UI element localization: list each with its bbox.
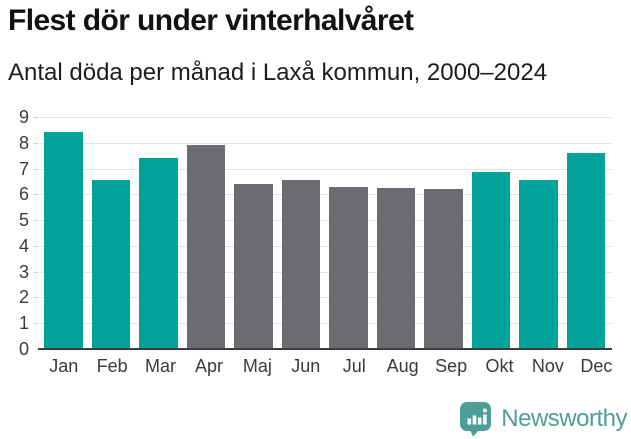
y-tick-label-4: 4 — [18, 235, 29, 256]
x-tick-label-nov: Nov — [531, 356, 564, 376]
y-tick-label-2: 2 — [18, 287, 29, 308]
y-tick-9 — [33, 117, 39, 118]
bar-jun — [281, 180, 320, 349]
newsworthy-logo: Newsworthy — [459, 400, 627, 437]
y-tick-label-3: 3 — [18, 261, 29, 282]
chart-title: Flest dör under vinterhalvåret — [8, 4, 414, 37]
brand-name: Newsworthy — [501, 404, 627, 432]
gridline-6 — [40, 194, 612, 196]
bar-aug — [376, 187, 415, 349]
x-tick-label-mar: Mar — [145, 356, 177, 376]
x-tick-label-sep: Sep — [435, 356, 468, 376]
x-tick-label-maj: Maj — [242, 356, 272, 376]
y-tick-label-1: 1 — [18, 313, 29, 334]
y-tick-7 — [33, 168, 39, 170]
x-tick-label-jun: Jun — [291, 356, 321, 376]
y-tick-2 — [33, 297, 39, 299]
bar-apr — [186, 145, 225, 349]
y-tick-label-5: 5 — [18, 210, 29, 231]
bars-row — [40, 117, 612, 349]
y-tick-label-0: 0 — [18, 339, 29, 359]
x-tick-label-jan: Jan — [49, 356, 79, 376]
gridline-2 — [40, 297, 612, 299]
bar-maj — [234, 184, 273, 349]
y-tick-label-7: 7 — [18, 158, 29, 179]
x-tick-label-aug: Aug — [386, 356, 419, 376]
y-tick-8 — [33, 142, 39, 144]
y-tick-label-6: 6 — [18, 184, 29, 205]
gridline-9 — [40, 117, 612, 118]
y-tick-5 — [33, 220, 39, 222]
y-tick-3 — [33, 271, 39, 273]
bar-jul — [329, 186, 368, 349]
bar-sep — [424, 189, 463, 349]
bar-dec — [566, 153, 605, 349]
gridline-3 — [40, 271, 612, 273]
x-axis-labels: Jan Feb Mar Apr Maj Jun Jul Aug Sep Okt Nov Dec — [40, 356, 623, 377]
bar-okt — [471, 172, 510, 349]
bar-jan — [44, 132, 83, 349]
y-tick-4 — [33, 245, 39, 247]
y-tick-label-9: 9 — [18, 107, 29, 127]
y-tick-label-8: 8 — [18, 132, 29, 153]
plot-area: 0 1 2 3 4 5 6 7 8 9 — [19, 107, 612, 359]
x-tick-label-jul: Jul — [342, 356, 366, 376]
x-axis-line — [38, 348, 612, 350]
gridline-8 — [40, 142, 612, 144]
x-tick-label-apr: Apr — [194, 356, 223, 376]
newsworthy-logo-icon — [460, 401, 492, 436]
gridline-4 — [40, 245, 612, 247]
bar-feb — [91, 180, 130, 349]
gridline-7 — [40, 168, 612, 170]
gridline-5 — [40, 220, 612, 222]
chart-subtitle: Antal döda per månad i Laxå kommun, 2000… — [8, 59, 548, 86]
bar-nov — [519, 180, 558, 349]
x-tick-label-feb: Feb — [96, 356, 128, 376]
y-tick-1 — [33, 323, 39, 325]
x-tick-label-okt: Okt — [485, 356, 514, 376]
x-tick-label-dec: Dec — [580, 356, 613, 376]
y-tick-6 — [33, 194, 39, 196]
bar-mar — [139, 158, 178, 349]
gridline-1 — [40, 323, 612, 325]
